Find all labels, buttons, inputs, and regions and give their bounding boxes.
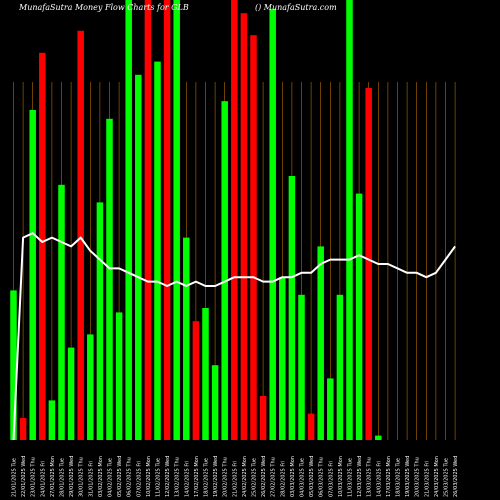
x-tick-label: 13/03/2025 Thu <box>367 457 373 497</box>
bar-12/03/2025 <box>355 193 363 440</box>
x-tick-label: 21/03/2025 Fri <box>424 461 430 497</box>
bar-05/02/2025 <box>115 312 123 440</box>
bar-29/01/2025 <box>67 347 75 440</box>
x-tick-label: 24/03/2025 Mon <box>434 456 440 497</box>
x-tick-label: 25/03/2025 Tue <box>444 458 450 497</box>
bar-04/03/2025 <box>298 294 305 440</box>
bar-17/02/2025 <box>192 321 200 440</box>
x-tick-label: 22/01/2025 Wed <box>21 456 27 497</box>
bars <box>10 0 382 441</box>
bar-14/03/2025 <box>375 435 382 440</box>
bar-05/03/2025 <box>307 413 315 440</box>
x-tick-label: 26/03/2025 Wed <box>453 456 459 497</box>
bar-03/03/2025 <box>288 176 296 440</box>
bar-23/01/2025 <box>29 110 36 440</box>
bar-21/02/2025 <box>231 0 238 440</box>
bar-07/02/2025 <box>135 74 142 441</box>
bar-12/02/2025 <box>163 0 171 440</box>
x-tick-label: 05/03/2025 Wed <box>309 456 315 497</box>
bar-11/02/2025 <box>154 61 161 440</box>
x-tick-label: 17/02/2025 Mon <box>194 456 200 497</box>
site-credit: () MunafaSutra.com <box>255 3 337 12</box>
x-tick-label: 03/02/2025 Mon <box>98 456 104 497</box>
x-tick-label: 18/03/2025 Tue <box>396 458 402 497</box>
x-tick-label: 24/01/2025 Fri <box>40 461 46 497</box>
x-tick-label: 06/03/2025 Thu <box>319 457 325 497</box>
bar-21/01/2025 <box>10 290 17 440</box>
x-tick-label: 21/02/2025 Fri <box>232 461 238 497</box>
bar-25/02/2025 <box>250 35 257 440</box>
x-tick-label: 20/03/2025 Thu <box>415 457 421 497</box>
bar-07/03/2025 <box>327 378 334 440</box>
x-tick-label: 14/03/2025 Fri <box>376 461 382 497</box>
bar-14/02/2025 <box>183 237 190 440</box>
x-tick-label: 07/02/2025 Fri <box>136 461 142 497</box>
x-tick-label: 05/02/2025 Wed <box>117 456 123 497</box>
x-tick-label: 24/02/2025 Mon <box>242 456 248 497</box>
bar-22/01/2025 <box>19 418 27 440</box>
bar-03/02/2025 <box>96 202 104 440</box>
x-tick-label: 10/02/2025 Mon <box>146 456 152 497</box>
bar-31/01/2025 <box>87 334 94 440</box>
bar-11/03/2025 <box>346 0 353 440</box>
x-tick-label: 25/02/2025 Tue <box>252 458 258 497</box>
bar-18/02/2025 <box>202 308 209 440</box>
x-tick-label: 10/03/2025 Mon <box>338 456 344 497</box>
bar-13/03/2025 <box>365 88 372 440</box>
chart-title: MunafaSutra Money Flow Charts for GLB <box>19 3 189 12</box>
bar-30/01/2025 <box>77 30 84 441</box>
bar-28/01/2025 <box>58 184 65 440</box>
x-tick-label: 28/01/2025 Tue <box>60 458 66 497</box>
bar-28/02/2025 <box>279 277 286 440</box>
x-tick-label: 07/03/2025 Fri <box>328 461 334 497</box>
money-flow-line <box>12 232 456 441</box>
x-tick-label: 11/02/2025 Tue <box>156 458 162 497</box>
x-tick-label: 30/01/2025 Thu <box>79 457 85 497</box>
bar-27/02/2025 <box>269 8 276 441</box>
bar-06/03/2025 <box>317 246 324 440</box>
x-tick-label: 12/02/2025 Wed <box>165 456 171 497</box>
x-tick-label: 31/01/2025 Fri <box>88 461 94 497</box>
bar-24/02/2025 <box>240 13 248 440</box>
x-tick-label: 19/03/2025 Wed <box>405 456 411 497</box>
bar-10/02/2025 <box>144 0 152 440</box>
x-tick-label: 20/02/2025 Thu <box>223 457 229 497</box>
x-tick-label: 21/01/2025 Tue <box>12 458 18 497</box>
x-tick-label: 04/02/2025 Tue <box>108 458 114 497</box>
x-tick-label: 12/03/2025 Wed <box>357 456 363 497</box>
bar-06/02/2025 <box>125 0 132 440</box>
x-tick-label: 14/02/2025 Fri <box>184 461 190 497</box>
bar-19/02/2025 <box>211 365 219 440</box>
bar-04/02/2025 <box>106 118 113 441</box>
bar-20/02/2025 <box>221 101 228 440</box>
x-tick-label: 26/02/2025 Wed <box>261 456 267 497</box>
bar-27/01/2025 <box>48 400 56 440</box>
x-tick-label: 04/03/2025 Tue <box>300 458 306 497</box>
bar-26/02/2025 <box>259 396 267 440</box>
x-tick-label: 27/02/2025 Thu <box>271 457 277 497</box>
bar-10/03/2025 <box>336 294 344 440</box>
x-tick-label: 27/01/2025 Mon <box>50 456 56 497</box>
x-tick-labels: 21/01/2025 Tue 22/01/2025 Wed 23/01/2025 T… <box>12 456 460 497</box>
x-tick-label: 18/02/2025 Tue <box>204 458 210 497</box>
money-flow-line-path <box>12 232 456 441</box>
x-tick-label: 23/01/2025 Thu <box>31 457 37 497</box>
bar-13/02/2025 <box>173 0 180 440</box>
x-tick-label: 29/01/2025 Wed <box>69 456 75 497</box>
x-tick-label: 11/03/2025 Tue <box>348 458 354 497</box>
x-tick-label: 13/02/2025 Thu <box>175 457 181 497</box>
x-tick-label: 17/03/2025 Mon <box>386 456 392 497</box>
x-tick-label: 06/02/2025 Thu <box>127 457 133 497</box>
x-tick-label: 28/02/2025 Fri <box>280 461 286 497</box>
x-tick-label: 03/03/2025 Mon <box>290 456 296 497</box>
x-tick-label: 19/02/2025 Wed <box>213 456 219 497</box>
bar-24/01/2025 <box>39 52 46 441</box>
